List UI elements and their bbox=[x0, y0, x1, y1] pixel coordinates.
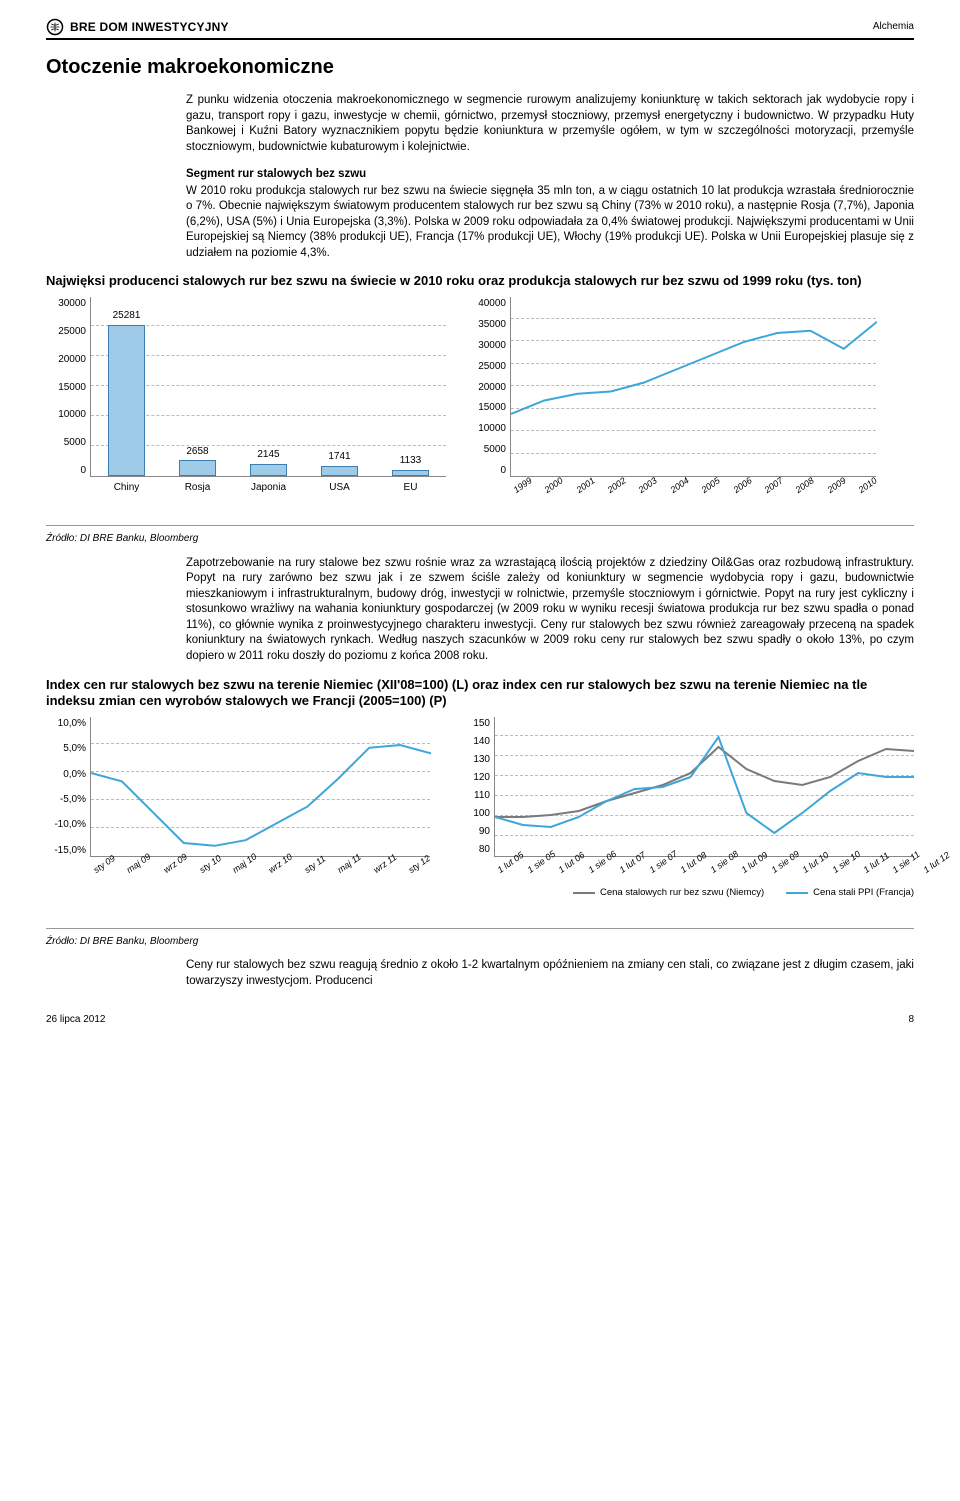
brand-icon bbox=[46, 18, 64, 36]
divider-2 bbox=[46, 928, 914, 929]
bar-plot: ChinyRosjaJaponiaUSAEU 25281265821451741… bbox=[90, 297, 446, 477]
divider bbox=[46, 525, 914, 526]
page-footer: 26 lipca 2012 8 bbox=[46, 1005, 914, 1027]
paragraph-3: Zapotrzebowanie na rury stalowe bez szwu… bbox=[186, 556, 914, 665]
brand-text: BRE DOM INWESTYCYJNY bbox=[70, 19, 229, 35]
idx-chart: 1501401301201101009080 1 lut 051 sie 051… bbox=[450, 717, 914, 900]
source-2: Źródło: DI BRE Banku, Bloomberg bbox=[46, 935, 914, 949]
segment-heading: Segment rur stalowych bez szwu bbox=[186, 167, 914, 183]
pct-yaxis: 10,0%5,0%0,0%-5,0%-10,0%-15,0% bbox=[46, 717, 90, 857]
pct-plot: sty 09maj 09wrz 09sty 10maj 10wrz 10sty … bbox=[90, 717, 430, 857]
idx-legend: Cena stalowych rur bez szwu (Niemcy) Cen… bbox=[450, 887, 914, 900]
footer-page: 8 bbox=[908, 1013, 914, 1027]
line-chart-production: 4000035000300002500020000150001000050000… bbox=[466, 297, 876, 497]
doc-title: Alchemia bbox=[873, 20, 914, 34]
bar-yaxis: 300002500020000150001000050000 bbox=[46, 297, 90, 477]
line-plot: 1999200020012002200320042005200620072008… bbox=[510, 297, 876, 477]
paragraph-2: W 2010 roku produkcja stalowych rur bez … bbox=[186, 184, 914, 262]
source-1: Źródło: DI BRE Banku, Bloomberg bbox=[46, 532, 914, 546]
legend-item-2: Cena stali PPI (Francja) bbox=[786, 887, 914, 900]
page-header: BRE DOM INWESTYCYJNY Alchemia bbox=[46, 18, 914, 40]
line-xlabels: 1999200020012002200320042005200620072008… bbox=[511, 486, 876, 498]
paragraph-1: Z punku widzenia otoczenia makroekonomic… bbox=[186, 93, 914, 155]
idx-xlabels: 1 lut 051 sie 051 lut 061 sie 061 lut 07… bbox=[495, 866, 914, 878]
bar-xlabels: ChinyRosjaJaponiaUSAEU bbox=[91, 481, 446, 495]
pct-xlabels: sty 09maj 09wrz 09sty 10maj 10wrz 10sty … bbox=[91, 866, 430, 878]
line-yaxis: 4000035000300002500020000150001000050000 bbox=[466, 297, 510, 477]
section-title: Otoczenie makroekonomiczne bbox=[46, 54, 914, 81]
legend-swatch-2 bbox=[786, 892, 808, 894]
legend-swatch-1 bbox=[573, 892, 595, 894]
legend-item-1: Cena stalowych rur bez szwu (Niemcy) bbox=[573, 887, 764, 900]
logo: BRE DOM INWESTYCYJNY bbox=[46, 18, 229, 36]
pct-chart: 10,0%5,0%0,0%-5,0%-10,0%-15,0% sty 09maj… bbox=[46, 717, 430, 857]
legend-label-1: Cena stalowych rur bez szwu (Niemcy) bbox=[600, 887, 764, 900]
paragraph-4: Ceny rur stalowych bez szwu reagują śred… bbox=[186, 958, 914, 989]
idx-yaxis: 1501401301201101009080 bbox=[450, 717, 494, 857]
bar-chart: 300002500020000150001000050000 ChinyRosj… bbox=[46, 297, 446, 497]
legend-label-2: Cena stali PPI (Francja) bbox=[813, 887, 914, 900]
charts-row-2: 10,0%5,0%0,0%-5,0%-10,0%-15,0% sty 09maj… bbox=[46, 717, 914, 900]
chart2-caption: Index cen rur stalowych bez szwu na tere… bbox=[46, 677, 914, 710]
charts-row-1: 300002500020000150001000050000 ChinyRosj… bbox=[46, 297, 914, 497]
idx-plot: 1 lut 051 sie 051 lut 061 sie 061 lut 07… bbox=[494, 717, 914, 857]
footer-date: 26 lipca 2012 bbox=[46, 1013, 106, 1027]
chart1-caption: Najwięksi producenci stalowych rur bez s… bbox=[46, 273, 914, 289]
